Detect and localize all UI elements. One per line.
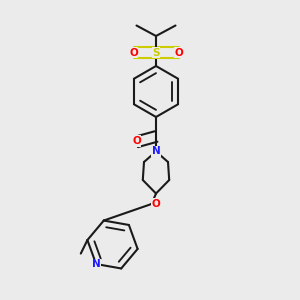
Text: O: O: [152, 199, 160, 209]
Text: N: N: [92, 259, 100, 269]
Text: N: N: [152, 146, 160, 157]
Text: O: O: [132, 136, 141, 146]
Text: S: S: [152, 47, 160, 58]
Text: O: O: [129, 47, 138, 58]
Text: O: O: [174, 47, 183, 58]
